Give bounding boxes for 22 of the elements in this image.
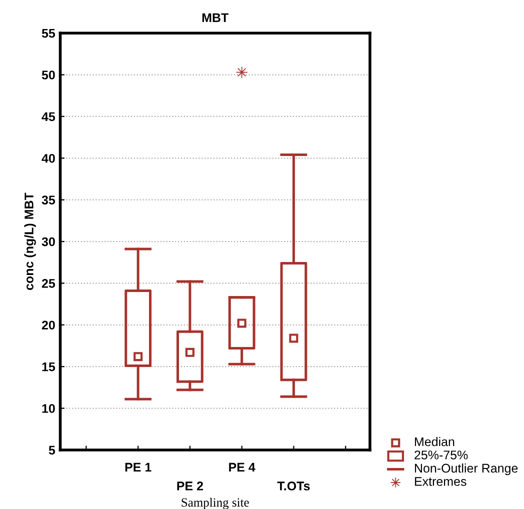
y-tick-label: 55 (42, 29, 56, 38)
chart-title: MBT (202, 13, 229, 22)
y-tick-label: 50 (42, 70, 55, 80)
y-tick-label: 30 (42, 237, 55, 246)
text: Extremes (414, 477, 466, 486)
y-tick-label: 15 (42, 362, 56, 372)
y-tick-label: 40 (42, 154, 55, 163)
text: Non-Outlier Range (414, 463, 518, 476)
y-tick-label: 45 (42, 112, 56, 122)
y-tick-label: 10 (42, 404, 55, 413)
x-tick-label: PE 1 (125, 462, 152, 472)
y-tick-label: 20 (42, 320, 55, 330)
y-tick-label: 25 (42, 279, 56, 288)
y-tick-label: 5 (48, 446, 56, 455)
y-axis-title: conc (ng/L) MBT (24, 192, 36, 290)
text: Median (414, 437, 454, 446)
y-tick-label: 35 (42, 196, 56, 205)
x-tick-label: T.OTs (277, 482, 310, 490)
text: 25%-75% (414, 450, 468, 460)
x-tick-label: PE 4 (229, 462, 256, 472)
x-axis-title: Sampling site (182, 498, 249, 509)
x-tick-label: PE 2 (177, 482, 203, 490)
